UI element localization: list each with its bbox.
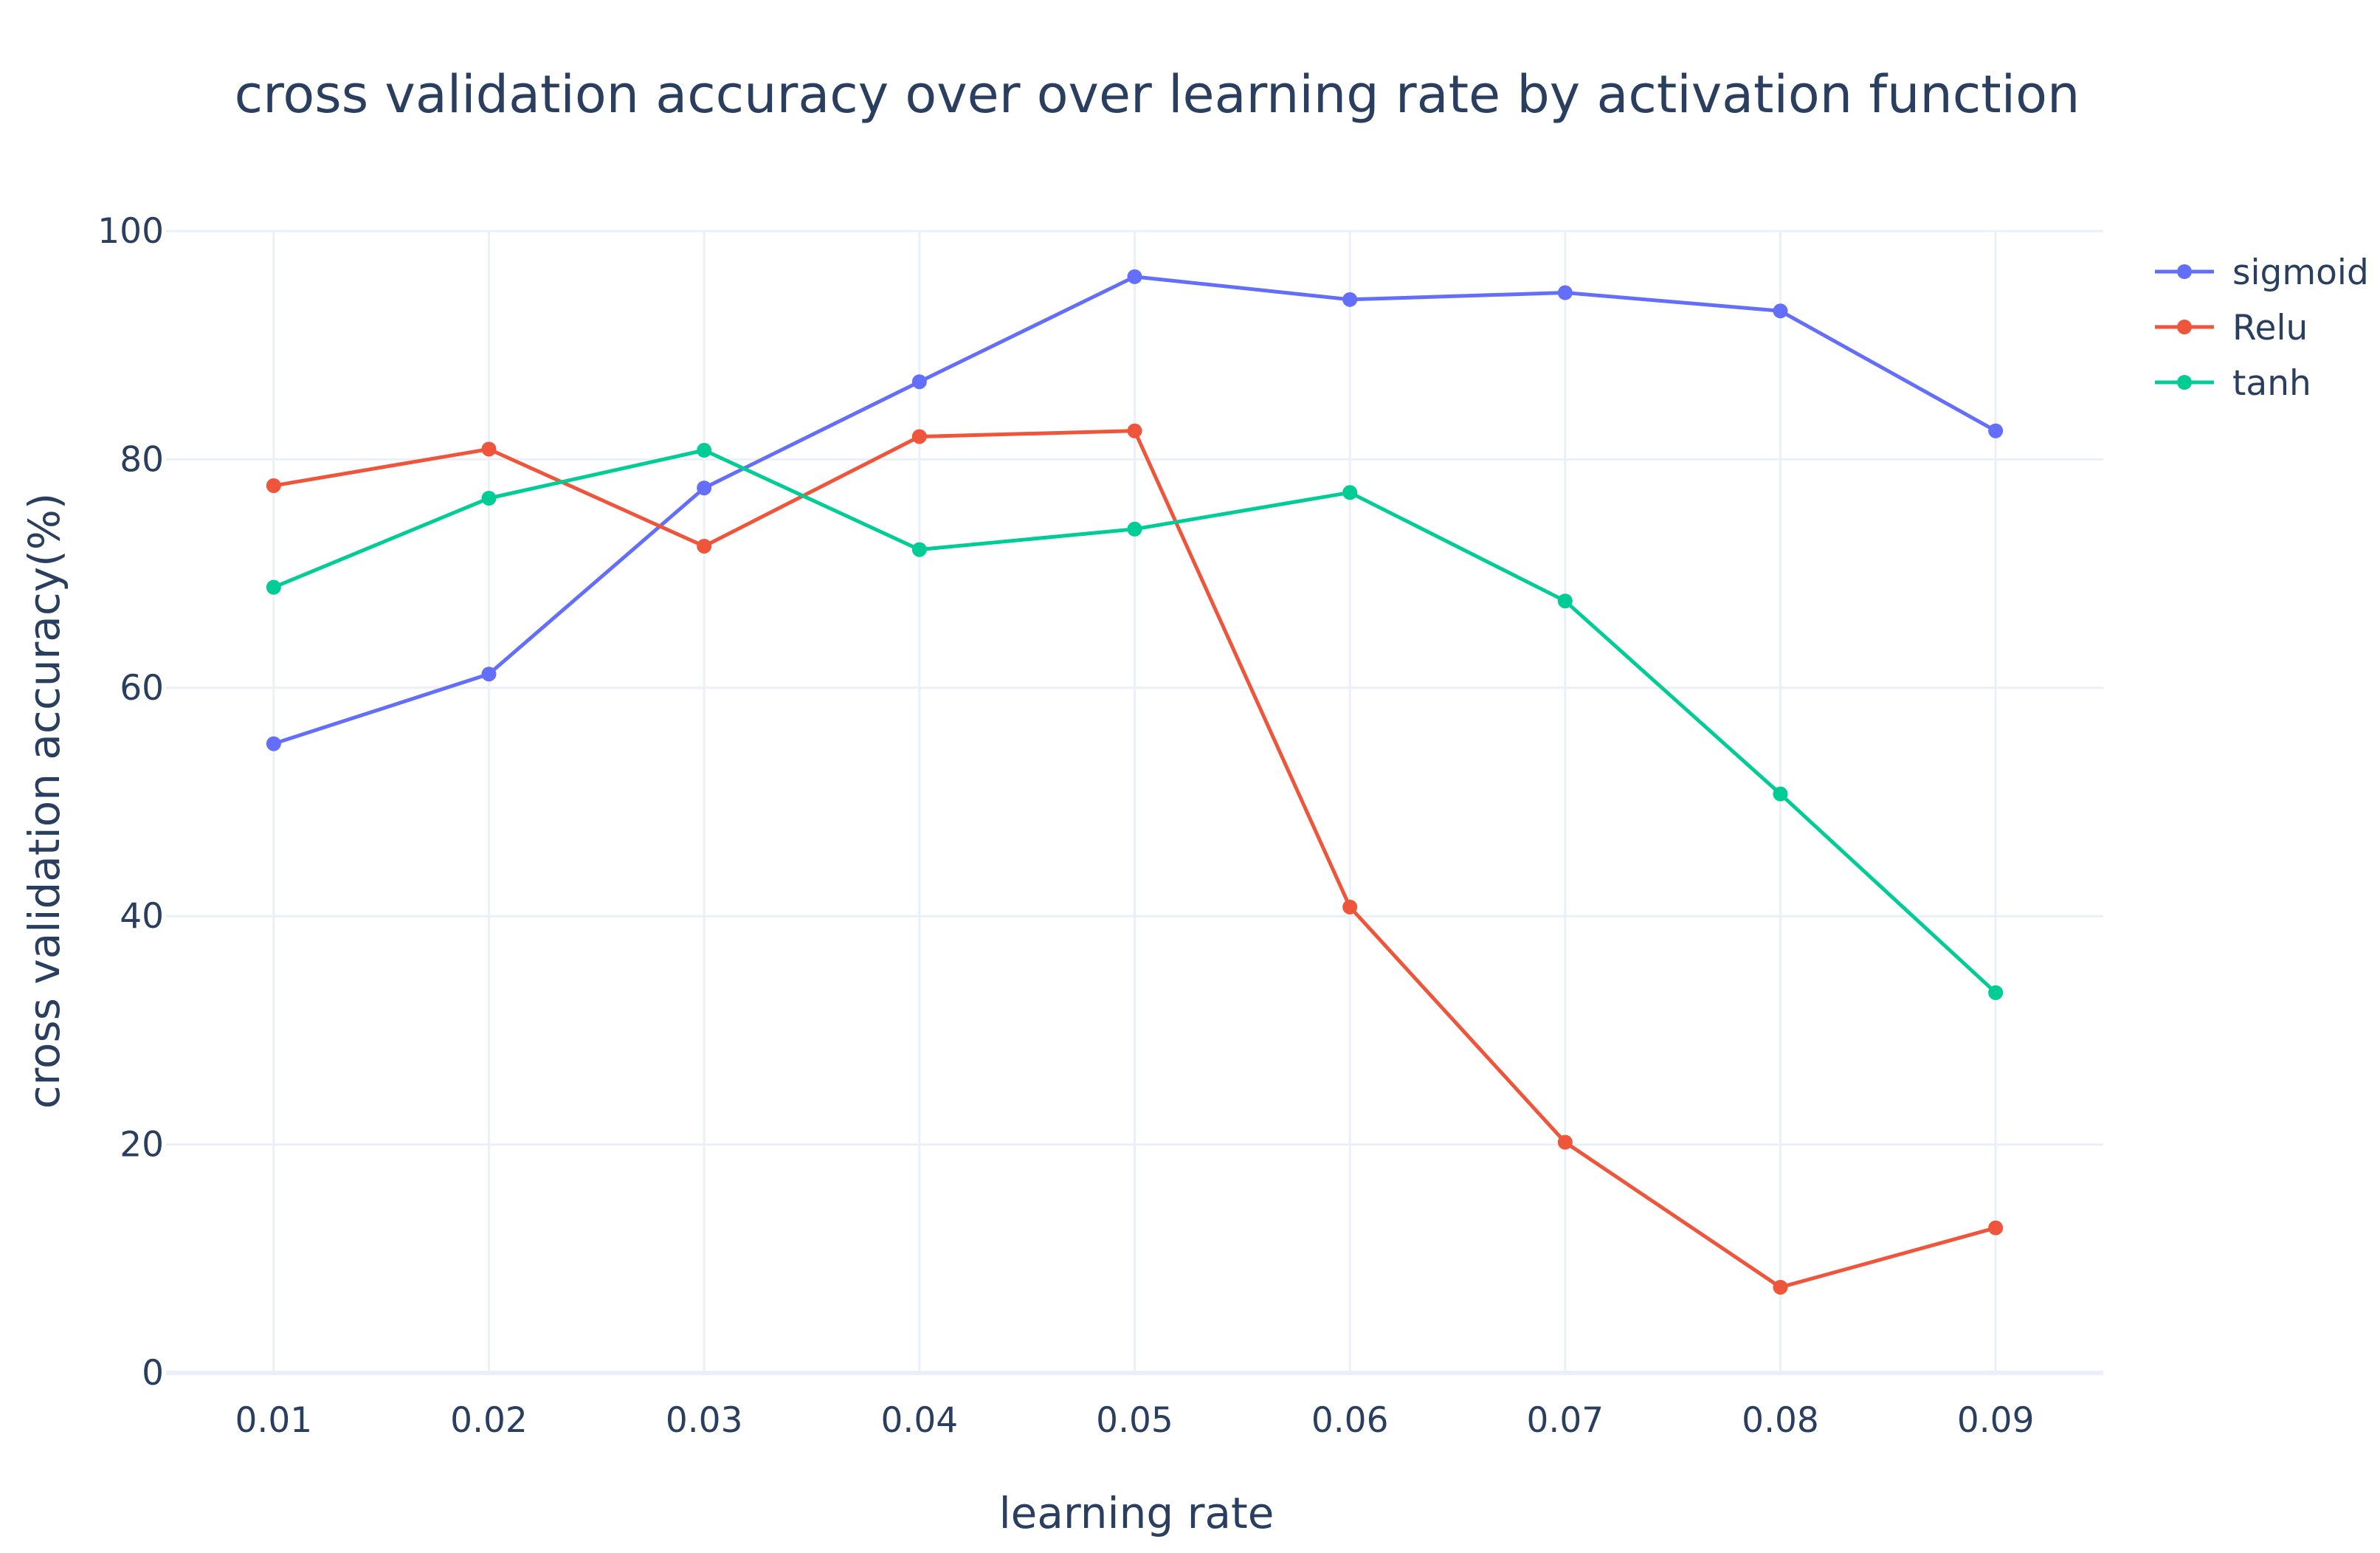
x-tick-label: 0.07 xyxy=(1527,1400,1604,1441)
y-tick-label: 0 xyxy=(142,1353,164,1394)
data-point-relu[interactable] xyxy=(697,538,712,554)
legend-item-sigmoid[interactable]: sigmoid xyxy=(2155,252,2369,293)
x-tick-label: 0.08 xyxy=(1742,1400,1819,1441)
data-point-relu[interactable] xyxy=(266,478,281,493)
data-point-tanh[interactable] xyxy=(266,579,281,595)
y-axis-title: cross validation accuracy(%) xyxy=(19,493,69,1109)
data-point-relu[interactable] xyxy=(1773,1279,1788,1295)
data-point-tanh[interactable] xyxy=(1342,485,1358,500)
legend-marker xyxy=(2177,264,2192,279)
legend-item-tanh[interactable]: tanh xyxy=(2155,363,2311,404)
data-point-sigmoid[interactable] xyxy=(481,667,497,682)
y-tick-label: 80 xyxy=(120,439,164,480)
x-tick-label: 0.05 xyxy=(1096,1400,1173,1441)
legend-marker xyxy=(2177,320,2192,334)
legend-label: tanh xyxy=(2232,363,2311,404)
data-point-tanh[interactable] xyxy=(481,490,497,506)
data-point-sigmoid[interactable] xyxy=(1557,285,1573,300)
data-point-sigmoid[interactable] xyxy=(1127,269,1142,284)
x-tick-label: 0.01 xyxy=(235,1400,313,1441)
data-point-tanh[interactable] xyxy=(697,443,712,458)
series-tanh xyxy=(266,443,2004,1000)
x-tick-label: 0.03 xyxy=(666,1400,743,1441)
y-tick-label: 40 xyxy=(120,896,164,937)
series-layer xyxy=(266,269,2004,1295)
legend[interactable]: sigmoid Relu tanh xyxy=(2155,252,2369,404)
x-tick-label: 0.09 xyxy=(1957,1400,2035,1441)
data-point-sigmoid[interactable] xyxy=(1342,292,1358,307)
y-tick-label: 60 xyxy=(120,668,164,709)
data-point-tanh[interactable] xyxy=(1773,786,1788,802)
data-point-relu[interactable] xyxy=(1127,423,1142,438)
data-point-relu[interactable] xyxy=(481,441,497,457)
legend-label: sigmoid xyxy=(2232,252,2369,293)
data-point-relu[interactable] xyxy=(1342,899,1358,915)
y-tick-label: 20 xyxy=(120,1125,164,1165)
x-axis-title: learning rate xyxy=(999,1488,1274,1538)
y-tick-label: 100 xyxy=(97,211,164,252)
data-point-relu[interactable] xyxy=(1557,1134,1573,1150)
data-point-tanh[interactable] xyxy=(1988,985,2004,1000)
legend-marker xyxy=(2177,375,2192,390)
x-axis: 0.01 0.02 0.03 0.04 0.05 0.06 0.07 0.08 0.09 xyxy=(235,1400,2035,1441)
chart-title: cross validation accuracy over over lear… xyxy=(235,64,2080,125)
data-point-tanh[interactable] xyxy=(1127,521,1142,537)
data-point-tanh[interactable] xyxy=(911,542,927,557)
data-point-sigmoid[interactable] xyxy=(911,374,927,390)
data-point-relu[interactable] xyxy=(1988,1220,2004,1236)
data-point-relu[interactable] xyxy=(911,429,927,444)
gridlines xyxy=(166,230,2103,1375)
legend-item-relu[interactable]: Relu xyxy=(2155,308,2308,348)
data-point-sigmoid[interactable] xyxy=(266,736,281,751)
data-point-tanh[interactable] xyxy=(1557,593,1573,609)
legend-label: Relu xyxy=(2232,308,2308,348)
data-point-sigmoid[interactable] xyxy=(1988,423,2004,438)
x-tick-label: 0.02 xyxy=(450,1400,528,1441)
y-axis: 0 20 40 60 80 100 xyxy=(97,211,164,1394)
x-tick-label: 0.04 xyxy=(881,1400,959,1441)
data-point-sigmoid[interactable] xyxy=(697,481,712,496)
data-point-sigmoid[interactable] xyxy=(1773,303,1788,319)
series-sigmoid xyxy=(266,269,2004,751)
x-tick-label: 0.06 xyxy=(1311,1400,1389,1441)
